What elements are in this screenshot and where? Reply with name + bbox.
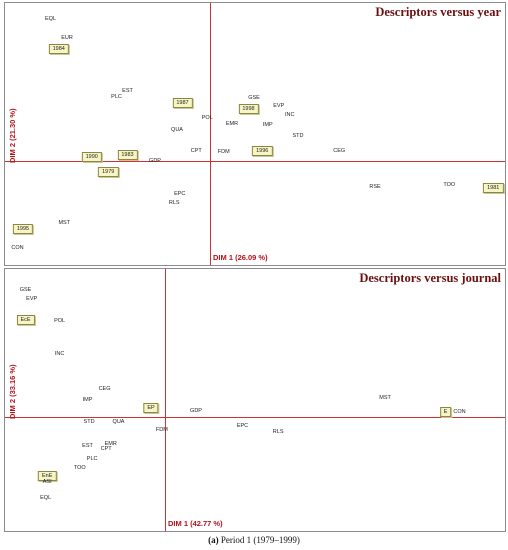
point-label: QUA	[112, 419, 125, 426]
category-label-box: 1987	[172, 97, 193, 108]
category-label-box: 1984	[48, 43, 69, 54]
point-label: PLC	[111, 93, 122, 100]
chart-title: Descriptors versus year	[375, 5, 501, 19]
point-label: EPC	[174, 191, 186, 197]
chart-title: Descriptors versus journal	[359, 271, 501, 285]
figure-caption: (a) Period 1 (1979–1999)	[0, 535, 508, 545]
category-label-box: EnE	[37, 470, 57, 481]
point-label: RLS	[168, 200, 180, 206]
point-label: STD	[292, 132, 304, 139]
point-label: STD	[83, 419, 95, 426]
point-label: GSE	[248, 95, 260, 101]
point-label: EST	[82, 443, 93, 450]
point-label: EVP	[273, 102, 285, 109]
point-label: EMR	[225, 120, 239, 127]
point-label: RSE	[369, 183, 381, 190]
point-label: CEG	[98, 385, 111, 392]
point-label: FDM	[217, 149, 230, 155]
y-axis-line	[210, 3, 211, 265]
point-label: PLC	[86, 456, 98, 463]
category-label-box: E	[439, 406, 452, 417]
x-axis-label: DIM 1 (26.09 %)	[213, 253, 268, 262]
point-label: IMP	[262, 122, 273, 128]
point-label: INC	[285, 111, 295, 118]
category-label-box: 1983	[117, 150, 138, 160]
point-label: INC	[54, 351, 65, 358]
caption-text: Period 1 (1979–1999)	[220, 535, 300, 545]
point-label: FDM	[155, 426, 168, 433]
caption-prefix: (a)	[208, 535, 219, 545]
point-label: CPT	[190, 147, 202, 154]
category-label-box: EP	[143, 403, 159, 414]
category-label-box: 1996	[252, 145, 273, 156]
point-label: TOO	[443, 182, 456, 188]
category-label-box: 1990	[81, 151, 102, 162]
point-label: EMR	[104, 440, 117, 447]
category-label-box: 1979	[98, 166, 119, 177]
category-label-box: 1998	[238, 103, 259, 114]
point-label: CON	[11, 245, 24, 251]
point-label: EVP	[26, 296, 38, 303]
category-label-box: 1981	[483, 183, 504, 193]
x-axis-line	[5, 161, 505, 162]
point-label: CON	[453, 408, 466, 415]
x-axis-line	[5, 417, 505, 418]
point-label: CPT	[100, 446, 112, 452]
point-label: EUR	[61, 35, 73, 41]
chart-panel-journal: Descriptors versus journal DIM 1 (42.77 …	[4, 268, 506, 532]
y-axis-label: DIM 2 (33.16 %)	[8, 364, 17, 419]
category-label-box: 1995	[12, 223, 34, 234]
point-label: EPC	[236, 422, 249, 429]
point-label: MST	[58, 219, 71, 226]
point-label: RLS	[272, 429, 284, 436]
point-label: GSE	[19, 287, 32, 294]
point-label: GDP	[190, 407, 202, 414]
y-axis-label: DIM 2 (21.30 %)	[8, 108, 17, 163]
chart-panel-year: Descriptors versus year DIM 1 (26.09 %) …	[4, 2, 506, 266]
point-label: IMP	[82, 397, 93, 404]
point-label: EQL	[40, 494, 52, 501]
point-label: POL	[201, 114, 213, 121]
point-label: GDP	[149, 158, 161, 164]
x-axis-label: DIM 1 (42.77 %)	[168, 519, 223, 528]
point-label: EQL	[44, 15, 57, 22]
point-label: EST	[122, 87, 133, 94]
category-label-box: EcE	[16, 314, 35, 325]
point-label: TOO	[73, 465, 86, 472]
point-label: QUA	[171, 126, 183, 133]
point-label: ASI	[42, 479, 52, 486]
point-label: POL	[54, 318, 66, 324]
point-label: CEG	[333, 147, 346, 154]
point-label: MST	[379, 394, 391, 401]
y-axis-line	[165, 269, 166, 531]
